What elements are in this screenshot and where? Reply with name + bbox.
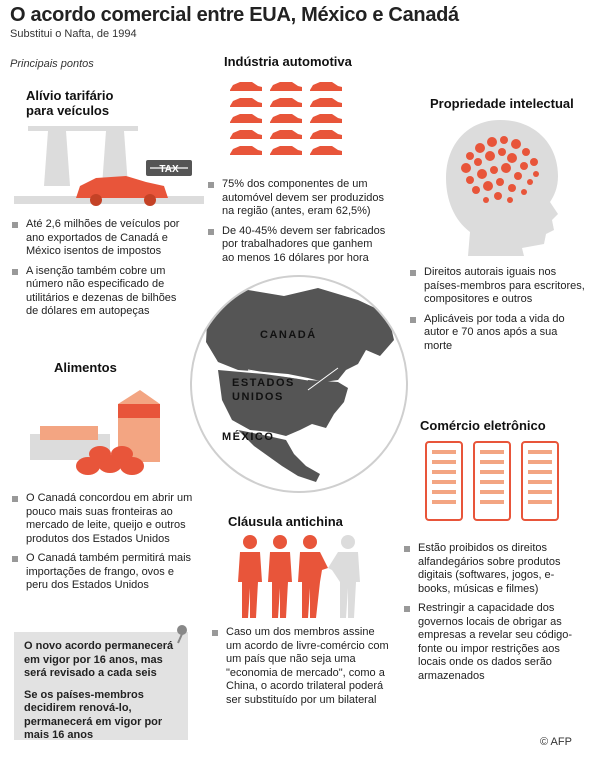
afp-credit: © AFP bbox=[540, 736, 572, 748]
section-title-automotiva: Indústria automotiva bbox=[224, 54, 352, 69]
list-item: Caso um dos membros assine um acordo de … bbox=[212, 626, 392, 707]
label-usa-line2: UNIDOS bbox=[232, 391, 284, 403]
list-item: Estão proibidos os direitos alfandegário… bbox=[404, 542, 586, 596]
list-item: Até 2,6 milhões de veículos por ano expo… bbox=[12, 218, 190, 259]
food-illustration bbox=[30, 390, 160, 475]
list-item: Direitos autorais iguais nos países-memb… bbox=[410, 266, 586, 307]
tarifario-bullets: Até 2,6 milhões de veículos por ano expo… bbox=[12, 218, 190, 325]
list-item: Aplicáveis por toda a vida do autor e 70… bbox=[410, 313, 586, 354]
mexico-shape bbox=[238, 430, 320, 482]
list-item: A isenção também cobre um número não esp… bbox=[12, 265, 190, 319]
canada-shape bbox=[206, 288, 394, 382]
list-item: O Canadá concordou em abrir um pouco mai… bbox=[12, 492, 198, 546]
tax-tag-label: TAX bbox=[159, 164, 179, 175]
car-port-illustration: TAX bbox=[14, 126, 204, 206]
brain-dots bbox=[461, 136, 539, 203]
list-item: O Canadá também permitirá mais importaçõ… bbox=[12, 552, 198, 593]
section-title-alimentos: Alimentos bbox=[54, 360, 117, 375]
usa-shape bbox=[218, 370, 348, 436]
section-title-antichina: Cláusula antichina bbox=[228, 514, 343, 529]
cheese-icon bbox=[40, 426, 98, 440]
alimentos-bullets: O Canadá concordou em abrir um pouco mai… bbox=[12, 492, 198, 599]
kicker: Principais pontos bbox=[10, 58, 94, 70]
note-paragraph-1: O novo acordo permanecerá em vigor por 1… bbox=[24, 640, 174, 679]
section-title-propriedade: Propriedade intelectual bbox=[430, 96, 574, 111]
page-subtitle: Substitui o Nafta, de 1994 bbox=[10, 28, 137, 40]
note-box: O novo acordo permanecerá em vigor por 1… bbox=[14, 632, 188, 742]
list-item: 75% dos componentes de um automóvel deve… bbox=[208, 178, 386, 219]
antichina-bullets: Caso um dos membros assine um acordo de … bbox=[212, 626, 392, 713]
label-mexico: MÉXICO bbox=[222, 430, 274, 443]
section-title-comercio: Comércio eletrônico bbox=[420, 418, 546, 433]
note-paragraph-2: Se os países-membros decidirem renová-lo… bbox=[24, 688, 163, 742]
page-title: O acordo comercial entre EUA, México e C… bbox=[10, 4, 459, 26]
car-icon bbox=[76, 176, 168, 198]
section-title-tarifario: Alívio tarifário para veículos bbox=[26, 88, 114, 118]
cars-grid-icon bbox=[230, 82, 342, 155]
head-brain-icon bbox=[446, 120, 558, 256]
north-america-map: CANADÁ ESTADOS UNIDOS MÉXICO bbox=[190, 275, 408, 493]
list-item: Restringir a capacidade dos governos loc… bbox=[404, 602, 586, 683]
label-usa-line1: ESTADOS bbox=[232, 377, 295, 389]
pushpin-icon bbox=[177, 625, 187, 644]
gray-man-icon bbox=[328, 535, 360, 618]
list-item: De 40-45% devem ser fabricados por traba… bbox=[208, 225, 386, 266]
phones-icon bbox=[425, 441, 559, 521]
label-canada: CANADÁ bbox=[260, 328, 317, 341]
propriedade-bullets: Direitos autorais iguais nos países-memb… bbox=[410, 266, 586, 359]
eggs-icon bbox=[76, 446, 144, 475]
comercio-bullets: Estão proibidos os direitos alfandegário… bbox=[404, 542, 586, 689]
automotiva-bullets: 75% dos componentes de um automóvel deve… bbox=[208, 178, 386, 271]
businessmen-icon bbox=[238, 535, 360, 618]
